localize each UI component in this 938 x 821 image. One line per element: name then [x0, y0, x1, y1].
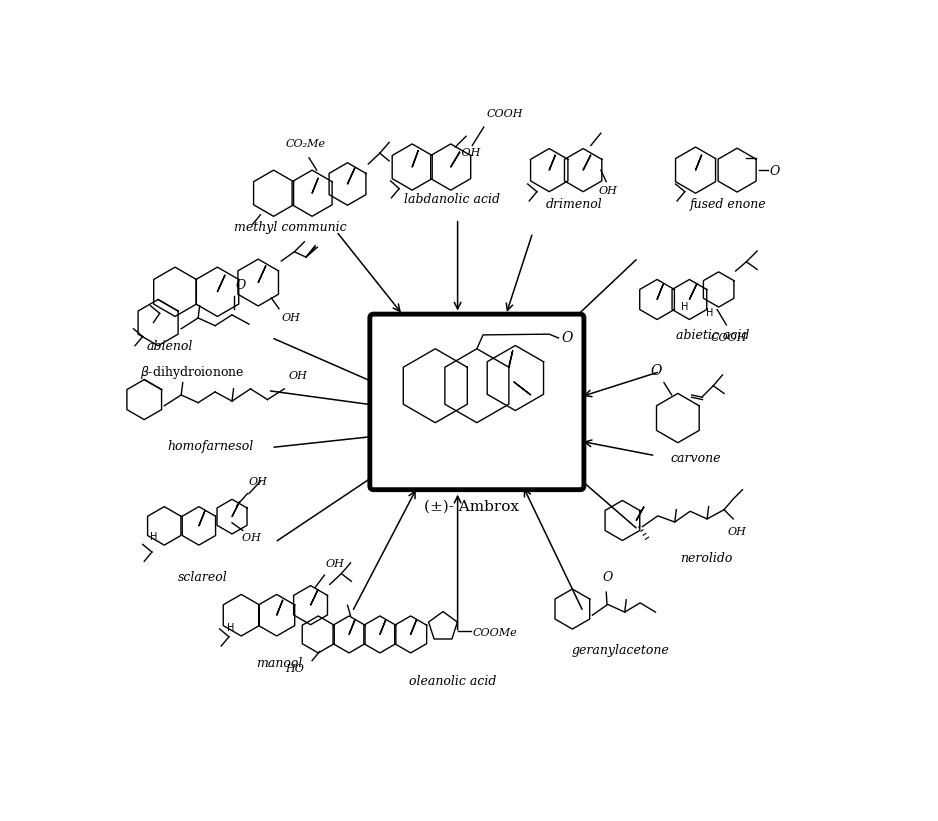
Polygon shape	[450, 152, 460, 167]
Text: O: O	[235, 279, 246, 291]
Text: homofarnesol: homofarnesol	[167, 439, 253, 452]
Polygon shape	[657, 284, 663, 300]
Text: H: H	[681, 302, 688, 312]
Text: abietic acid: abietic acid	[675, 328, 749, 342]
Text: HO: HO	[285, 663, 305, 674]
Text: sclareol: sclareol	[178, 571, 228, 584]
Text: OH: OH	[728, 526, 747, 537]
Text: OH: OH	[450, 148, 480, 158]
Polygon shape	[312, 178, 318, 193]
Polygon shape	[695, 154, 702, 170]
Text: $\beta$-dihydroionone: $\beta$-dihydroionone	[141, 365, 245, 381]
Polygon shape	[689, 283, 697, 300]
Text: H: H	[227, 622, 234, 632]
Text: methyl communic: methyl communic	[234, 221, 347, 234]
Polygon shape	[218, 275, 225, 291]
Polygon shape	[411, 619, 416, 635]
Text: fused enone: fused enone	[689, 198, 766, 211]
Polygon shape	[258, 266, 265, 282]
Text: O: O	[651, 364, 662, 378]
Text: O: O	[769, 165, 779, 178]
Text: COOH: COOH	[711, 333, 748, 342]
Polygon shape	[412, 150, 418, 167]
Polygon shape	[232, 502, 240, 516]
Text: H: H	[150, 532, 158, 542]
Text: nerolido: nerolido	[680, 552, 733, 565]
Text: labdanolic acid: labdanolic acid	[404, 193, 500, 206]
Text: abienol: abienol	[146, 340, 193, 352]
Text: drimenol: drimenol	[546, 198, 602, 211]
Polygon shape	[310, 589, 318, 605]
Polygon shape	[380, 619, 386, 635]
Text: carvone: carvone	[671, 452, 720, 465]
Text: geranylacetone: geranylacetone	[571, 644, 669, 658]
Text: OH: OH	[326, 559, 345, 569]
Text: OH: OH	[288, 371, 307, 381]
Text: H: H	[705, 308, 713, 318]
Text: CO₂Me: CO₂Me	[286, 139, 326, 149]
Polygon shape	[549, 154, 555, 170]
Text: OH: OH	[249, 477, 268, 488]
Text: O: O	[562, 331, 573, 345]
Polygon shape	[347, 167, 356, 184]
FancyBboxPatch shape	[370, 314, 583, 489]
Text: oleanolic acid: oleanolic acid	[409, 675, 496, 688]
Text: manool: manool	[257, 657, 303, 670]
Polygon shape	[514, 382, 531, 395]
Polygon shape	[636, 507, 644, 521]
Polygon shape	[583, 154, 591, 170]
Text: OH: OH	[281, 314, 300, 323]
Text: O: O	[602, 571, 613, 585]
Polygon shape	[199, 511, 205, 526]
Text: COOMe: COOMe	[472, 628, 517, 638]
Polygon shape	[277, 600, 283, 615]
Polygon shape	[508, 351, 513, 367]
Polygon shape	[349, 619, 356, 635]
Text: COOH: COOH	[486, 109, 522, 119]
Text: OH: OH	[598, 186, 617, 195]
Text: OH: OH	[235, 533, 261, 544]
Text: (±)- Ambrox: (±)- Ambrox	[424, 500, 519, 514]
